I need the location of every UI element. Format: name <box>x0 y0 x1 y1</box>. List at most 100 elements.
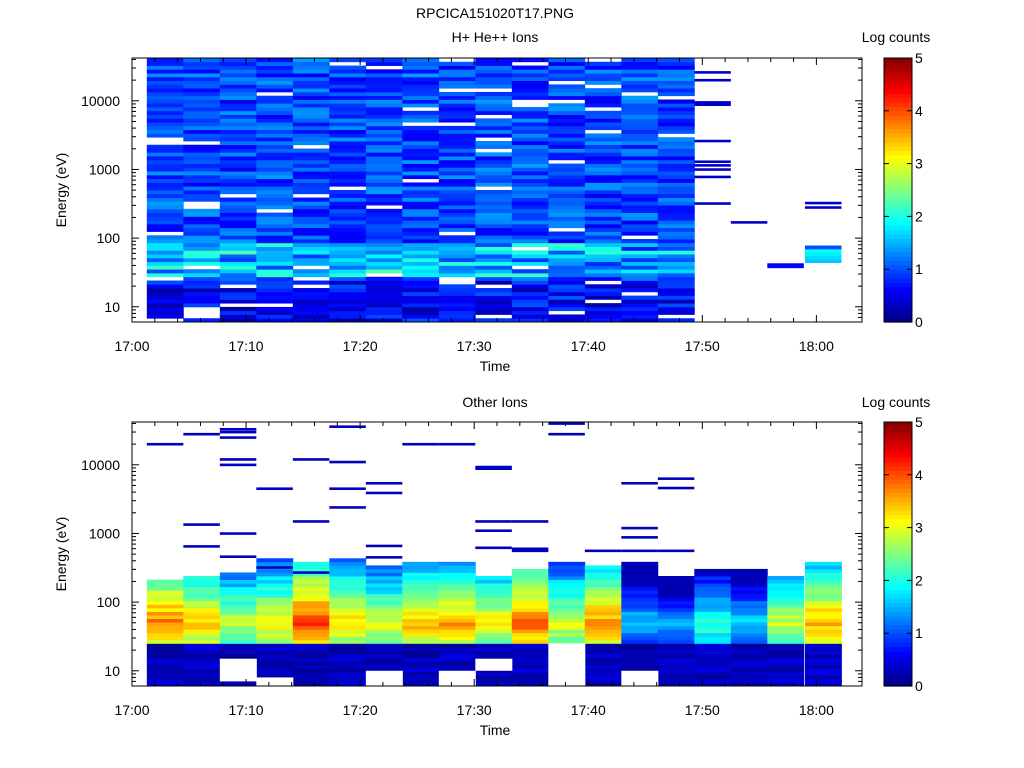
heat-cell <box>621 129 659 134</box>
heat-cell <box>548 84 586 89</box>
colorbar-segment <box>884 234 912 239</box>
heat-cell <box>511 671 549 676</box>
heat-cell <box>365 625 403 630</box>
heat-cell <box>438 140 476 146</box>
heat-cell <box>438 632 476 637</box>
heat-cell <box>183 95 221 100</box>
heat-cell <box>730 671 768 676</box>
heat-cell <box>365 178 403 183</box>
colorbar-segment <box>884 176 912 182</box>
heat-cell <box>256 295 294 300</box>
heat-cell <box>146 239 184 244</box>
heat-cell <box>183 156 221 161</box>
heat-cell <box>548 254 586 259</box>
heat-cell <box>329 103 367 108</box>
heat-cell <box>511 579 549 584</box>
heat-cell <box>621 622 659 627</box>
heat-cell <box>219 646 257 651</box>
heat-cell <box>292 212 330 217</box>
heat-cell <box>146 636 184 641</box>
heat-cell <box>584 636 622 641</box>
heat-cell <box>292 140 330 146</box>
heat-cell <box>475 171 513 176</box>
heat-cell <box>219 607 257 612</box>
heat-cell <box>146 208 184 214</box>
heat-cell <box>183 118 221 123</box>
heat-cell <box>402 156 440 161</box>
heat-cell <box>365 646 403 651</box>
heat-line <box>475 546 512 550</box>
heat-cell <box>548 303 586 308</box>
heat-cell <box>402 657 440 662</box>
heat-cell <box>584 220 622 225</box>
heat-cell <box>219 611 257 616</box>
heat-cell <box>365 208 403 214</box>
heat-cell <box>621 288 659 293</box>
heat-cell <box>657 299 695 304</box>
heat-cell <box>438 579 476 584</box>
heat-cell <box>584 235 622 240</box>
heat-cell <box>657 284 695 289</box>
heat-cell <box>548 280 586 285</box>
heat-cell <box>475 636 513 641</box>
heat-cell <box>511 643 549 648</box>
heat-cell <box>438 288 476 293</box>
heat-cell <box>219 572 257 577</box>
heat-cell <box>730 643 768 648</box>
heat-cell <box>657 212 695 217</box>
heat-cell <box>183 654 221 659</box>
heat-cell <box>365 657 403 662</box>
heat-cell <box>584 261 622 266</box>
heat-cell <box>438 272 476 278</box>
heat-cell <box>511 129 549 134</box>
heat-cell <box>548 205 586 210</box>
heat-cell <box>183 615 221 619</box>
heat-cell <box>730 668 768 673</box>
heat-cell <box>146 600 184 605</box>
heat-cell <box>292 208 330 214</box>
heat-cell <box>292 611 330 616</box>
colorbar-segment <box>884 615 912 621</box>
heat-cell <box>621 284 659 289</box>
heat-cell <box>511 167 549 172</box>
heat-cell <box>183 208 221 214</box>
heat-cell <box>292 318 330 323</box>
heat-cell <box>694 678 732 683</box>
heat-cell <box>475 299 513 304</box>
heat-cell <box>584 303 622 308</box>
heat-cell <box>329 558 367 563</box>
heat-cell <box>256 269 294 274</box>
heat-cell <box>475 643 513 648</box>
heat-cell <box>402 643 440 648</box>
heat-cell <box>219 208 257 214</box>
heat-cell <box>219 99 257 104</box>
heat-cell <box>292 291 330 296</box>
heat-cell <box>511 174 549 180</box>
colorbar-segment <box>884 238 912 244</box>
heat-cell <box>219 625 257 630</box>
heat-cell <box>548 114 586 119</box>
heat-cell <box>256 291 294 296</box>
heat-cell <box>621 152 659 157</box>
heat-cell <box>329 250 367 255</box>
heat-cell <box>767 597 805 602</box>
heat-cell <box>256 632 294 637</box>
heat-cell <box>475 205 513 210</box>
heat-line <box>219 555 257 559</box>
x-tick-label: 17:50 <box>685 338 720 354</box>
heat-cell <box>621 593 659 598</box>
heat-cell <box>548 129 586 134</box>
heat-cell <box>511 629 549 634</box>
heat-cell <box>365 223 403 229</box>
heat-cell <box>584 671 622 676</box>
heat-cell <box>657 159 695 164</box>
heat-cell <box>584 618 622 623</box>
heat-cell <box>511 239 549 244</box>
heat-cell <box>584 190 622 195</box>
heat-cell <box>183 110 221 115</box>
heat-cell <box>511 593 549 598</box>
heat-cell <box>183 73 221 78</box>
heat-cell <box>438 604 476 609</box>
